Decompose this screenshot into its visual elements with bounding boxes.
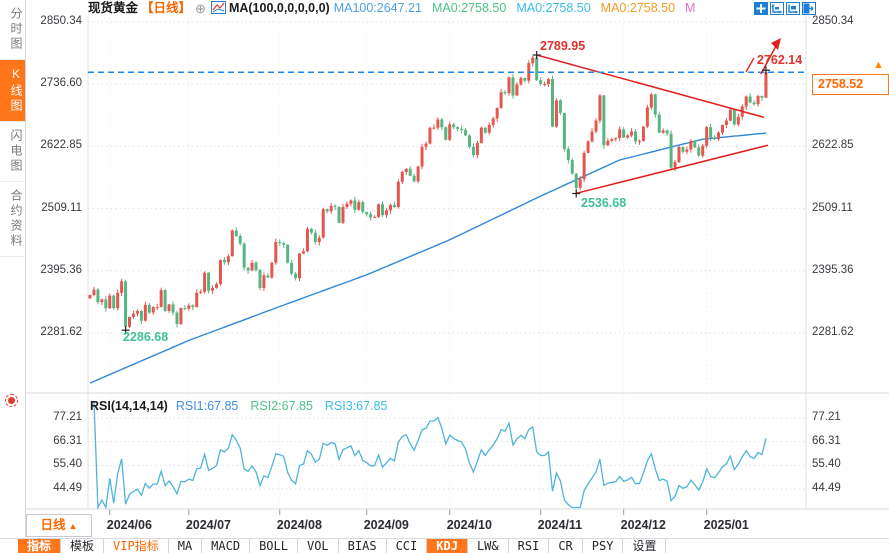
date-axis-label: 2024/09 (363, 518, 409, 532)
toolbar-item-cci[interactable]: CCI (387, 539, 428, 553)
date-axis-label: 2025/01 (703, 518, 749, 532)
crosshair-move-icon[interactable] (754, 2, 768, 15)
price-axis-label: 2509.11 (812, 201, 853, 214)
ma-readouts: MA100:2647.21 MA0:2758.50 MA0:2758.50 MA0:2… (334, 1, 706, 15)
date-axis-label: 2024/11 (537, 518, 583, 532)
timeframe-label: 日线 (40, 518, 66, 532)
sidebar-tab-timeshare-chart[interactable]: 分时图 (0, 0, 25, 60)
date-axis-label: 2024/07 (185, 518, 231, 532)
ma-readout: MA0:2758.50 (516, 1, 591, 15)
price-axis-label: 2395.36 (40, 263, 82, 276)
sidebar-tab-kline-chart[interactable]: K线图 (0, 60, 25, 122)
date-axis-label: 2024/08 (276, 518, 322, 532)
ma-readout: MA0:2758.50 (431, 1, 507, 15)
price-axis-label: 2850.34 (40, 15, 82, 27)
rsi-axis-label: 66.31 (812, 434, 841, 447)
rsi-axis-label: 55.40 (812, 458, 841, 471)
price-axis-label: 2736.60 (40, 77, 82, 90)
price-axis-label: 2509.11 (41, 201, 82, 214)
axis-zoom-out-icon[interactable] (786, 2, 800, 15)
price-axis-label: 2622.85 (40, 139, 82, 152)
date-axis-label: 2024/10 (446, 518, 492, 532)
toolbar-item-ma[interactable]: MA (169, 539, 203, 553)
rsi-axis-label: 66.31 (53, 434, 82, 447)
toolbar-item-cr[interactable]: CR (549, 539, 583, 553)
rsi-axis-label: 77.21 (53, 411, 82, 423)
annotation-breakout-high: 2762.14 (757, 53, 803, 67)
timeframe-arrow-icon: ▲ (68, 521, 78, 531)
rsi-readout: RSI3:67.85 (324, 399, 388, 413)
toolbar-item-psy[interactable]: PSY (583, 539, 624, 553)
annotation-june-low: 2286.68 (123, 330, 169, 344)
chart-type-sidebar: 分时图 K线图 闪电图 合约资料 (0, 0, 26, 537)
axis-zoom-in-icon[interactable] (770, 2, 784, 15)
toolbar-item-lw[interactable]: LW& (468, 539, 509, 553)
price-axis-label: 2281.62 (40, 325, 82, 338)
ma-readout: MA100:2647.21 (333, 1, 422, 15)
toolbar-item-kdj[interactable]: KDJ (427, 539, 468, 553)
toolbar-item-settings[interactable]: 设置 (623, 539, 667, 553)
toolbar-item-macd[interactable]: MACD (202, 539, 251, 553)
last-price-box: 2758.52 (812, 74, 889, 95)
rsi-axis-label: 77.21 (812, 411, 841, 423)
rsi-readout: RSI2:67.85 (250, 399, 313, 413)
price-axis-label: 2395.36 (812, 263, 854, 276)
toolbar-item-rsi[interactable]: RSI (509, 539, 550, 553)
period-tag: 【日线】 (141, 1, 192, 15)
rsi-settings-icon[interactable] (5, 394, 18, 407)
annotation-november-low: 2536.68 (581, 196, 627, 210)
toolbar-item-boll[interactable]: BOLL (250, 539, 298, 553)
rsi-axis-label: 44.49 (812, 481, 841, 494)
indicator-toolbar: 指标 模板 VIP指标 MA MACD BOLL VOL BIAS CCI KDJ LW& RSI CR… (0, 538, 889, 553)
date-axis-label: 2024/06 (106, 518, 152, 532)
price-axis-label: 2281.62 (812, 325, 854, 338)
toolbar-item-vol[interactable]: VOL (298, 539, 339, 553)
mini-chart-icon[interactable] (210, 1, 226, 15)
chart-toolbar-icons (754, 2, 816, 15)
price-axis-label: 2850.34 (812, 15, 854, 27)
sidebar-tab-lightning-chart[interactable]: 闪电图 (0, 122, 25, 182)
date-axis-label: 2024/12 (620, 518, 666, 532)
ma-readout: M (685, 1, 696, 15)
rsi-header: RSI(14,14,14) RSI1:67.85 RSI2:67.85 RSI3:67… (90, 399, 399, 413)
timeframe-button[interactable]: 日线 ▲ (26, 514, 92, 537)
toolbar-item-indicator[interactable]: 指标 (18, 539, 62, 553)
price-axis-label: 2622.85 (812, 139, 854, 152)
ma-formula: MA(100,0,0,0,0,0) (228, 1, 330, 15)
add-indicator-icon[interactable]: ⊕ (195, 1, 206, 16)
rsi-axis-label: 44.49 (53, 481, 82, 494)
sidebar-tab-contract-info[interactable]: 合约资料 (0, 182, 25, 257)
toolbar-item-template[interactable]: 模板 (61, 539, 105, 553)
chart-header: 现货黄金 【日线】 ⊕ MA(100,0,0,0,0,0) MA100:2647.21 M… (88, 1, 705, 16)
rsi-axis-label: 55.40 (53, 458, 82, 471)
annotation-swing-high: 2789.95 (540, 39, 586, 53)
rsi-readout: RSI1:67.85 (175, 399, 239, 413)
rsi-title: RSI(14,14,14) (90, 399, 168, 413)
symbol-name: 现货黄金 (88, 1, 139, 15)
toolbar-item-vip-indicator[interactable]: VIP指标 (104, 539, 169, 553)
price-up-arrow-icon: ▲ (873, 59, 884, 71)
toolbar-item-bias[interactable]: BIAS (339, 539, 387, 553)
ma-readout: MA0:2758.50 (600, 1, 676, 15)
pan-right-icon[interactable] (802, 2, 816, 15)
